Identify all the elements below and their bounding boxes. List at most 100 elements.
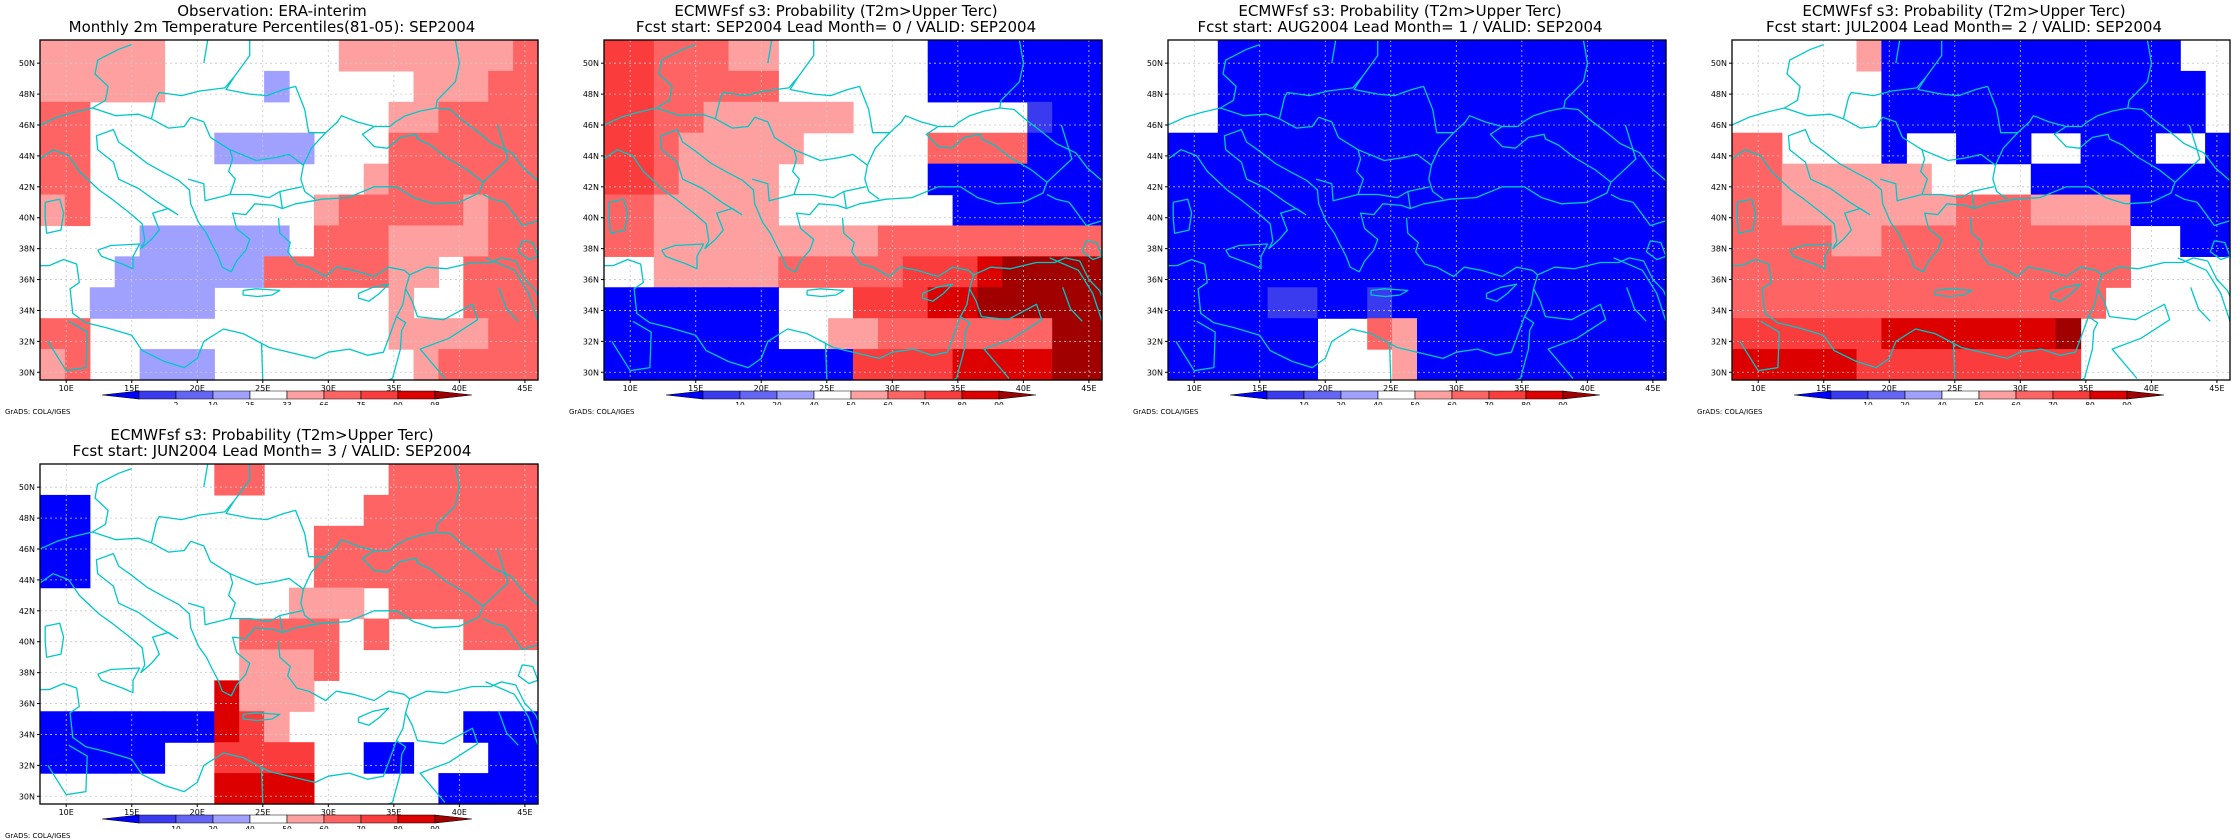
grid-cell bbox=[363, 225, 390, 257]
coastline bbox=[656, 43, 696, 109]
lon-tick-label: 15E bbox=[1816, 384, 1831, 393]
grid-cell bbox=[64, 494, 91, 527]
grid-cell bbox=[1641, 318, 1667, 350]
coastline bbox=[357, 707, 390, 726]
legend-label: 40 bbox=[245, 825, 255, 829]
lat-tick-label: 48N bbox=[19, 90, 35, 99]
grads-credit: GrADS: COLA/IGES bbox=[569, 408, 635, 416]
grid-cell bbox=[463, 101, 489, 134]
coastline bbox=[969, 288, 1043, 379]
grid-cell bbox=[64, 194, 91, 227]
grid-cell bbox=[1441, 225, 1468, 257]
grid-cell bbox=[2055, 225, 2082, 257]
grid-cell bbox=[513, 349, 539, 381]
grid-cell bbox=[2180, 163, 2206, 196]
coastline bbox=[2177, 257, 2231, 322]
lon-tick-label: 25E bbox=[255, 384, 270, 393]
grid-cell bbox=[728, 70, 754, 103]
grid-cell bbox=[1732, 194, 1758, 227]
grid-cell bbox=[703, 287, 730, 319]
grid-cell bbox=[1591, 225, 1617, 257]
coastline bbox=[1220, 43, 1260, 109]
panel-title-line2: Fcst start: JUL2004 Lead Month= 2 / VALI… bbox=[1765, 18, 2163, 36]
grid-cell bbox=[703, 132, 730, 165]
grid-cell bbox=[1192, 194, 1219, 227]
grid-cell bbox=[139, 256, 166, 288]
grid-cell bbox=[1417, 287, 1443, 319]
coastline bbox=[1046, 124, 1073, 183]
coastline bbox=[714, 40, 815, 119]
grid-cell bbox=[139, 40, 166, 72]
grid-cell bbox=[1641, 132, 1667, 165]
lon-tick-label: 40E bbox=[452, 808, 467, 817]
grid-cell bbox=[653, 225, 680, 257]
grid-cell bbox=[1931, 40, 1957, 72]
grid-cell bbox=[463, 40, 489, 72]
grid-cell bbox=[1491, 225, 1518, 257]
legend-swatch bbox=[249, 390, 288, 400]
grid-cell bbox=[413, 163, 439, 196]
grid-cell bbox=[413, 587, 439, 620]
grid-cell bbox=[604, 194, 630, 227]
legend-swatch bbox=[961, 390, 1000, 400]
grid-cell bbox=[1217, 349, 1244, 381]
lat-tick-label: 44N bbox=[19, 152, 35, 161]
grid-cell bbox=[1417, 40, 1443, 72]
coastline bbox=[661, 243, 705, 270]
lat-tick-label: 48N bbox=[1147, 90, 1163, 99]
coastline bbox=[187, 116, 236, 202]
coastline bbox=[2081, 107, 2128, 127]
grid-cell bbox=[1732, 132, 1758, 165]
grid-cell bbox=[653, 132, 680, 165]
coastline bbox=[47, 744, 88, 796]
grid-cell bbox=[1317, 40, 1343, 72]
grid-cell bbox=[1732, 349, 1758, 381]
grid-cell bbox=[1516, 70, 1543, 103]
grid-cell bbox=[1002, 163, 1028, 196]
grid-cell bbox=[2030, 194, 2057, 227]
grid-cell bbox=[2055, 256, 2082, 288]
lat-tick-label: 48N bbox=[583, 90, 599, 99]
grid-cell bbox=[1027, 256, 1053, 288]
coastline bbox=[40, 217, 411, 369]
lon-tick-label: 15E bbox=[124, 808, 139, 817]
grid-cell bbox=[2005, 132, 2032, 165]
grid-cell bbox=[2080, 287, 2107, 319]
grid-cell bbox=[1192, 132, 1219, 165]
grid-cell bbox=[1781, 287, 1808, 319]
grid-cell bbox=[1027, 349, 1053, 381]
grid-cell bbox=[1756, 225, 1783, 257]
grads-credit: GrADS: COLA/IGES bbox=[5, 408, 71, 416]
coastline bbox=[921, 283, 954, 302]
legend-swatch bbox=[1562, 390, 1601, 400]
lat-tick-label: 34N bbox=[19, 730, 35, 739]
coastline bbox=[1645, 240, 1667, 261]
grid-cell bbox=[214, 742, 240, 774]
grid-cell bbox=[853, 349, 879, 381]
color-legend: 10 20 40 50 60 70 80 90 bbox=[101, 814, 473, 829]
coastlines bbox=[1167, 39, 1667, 381]
grid-cell bbox=[1466, 225, 1493, 257]
grid-cell bbox=[363, 618, 390, 651]
grid-cell bbox=[1217, 318, 1244, 350]
grid-cell bbox=[289, 680, 315, 712]
grid-cell bbox=[1466, 349, 1493, 381]
grid-cell bbox=[1806, 349, 1833, 381]
grid-cell bbox=[1417, 101, 1443, 134]
grid-cell bbox=[1392, 70, 1418, 103]
coastline bbox=[611, 320, 652, 372]
grid-cell bbox=[363, 494, 390, 527]
grid-cell bbox=[853, 225, 879, 257]
coastline bbox=[1895, 39, 1901, 64]
coastline bbox=[1922, 186, 1995, 199]
coastline bbox=[1517, 107, 1564, 127]
grid-cell bbox=[2205, 163, 2231, 196]
legend-swatch bbox=[1793, 390, 1832, 400]
grid-cell bbox=[64, 132, 91, 165]
grid-cell bbox=[1591, 40, 1617, 72]
lat-tick-label: 32N bbox=[19, 337, 35, 346]
grid-cell bbox=[488, 525, 514, 558]
grid-cell bbox=[703, 349, 730, 381]
grid-cell bbox=[2105, 163, 2131, 196]
grid-cell bbox=[604, 163, 630, 196]
